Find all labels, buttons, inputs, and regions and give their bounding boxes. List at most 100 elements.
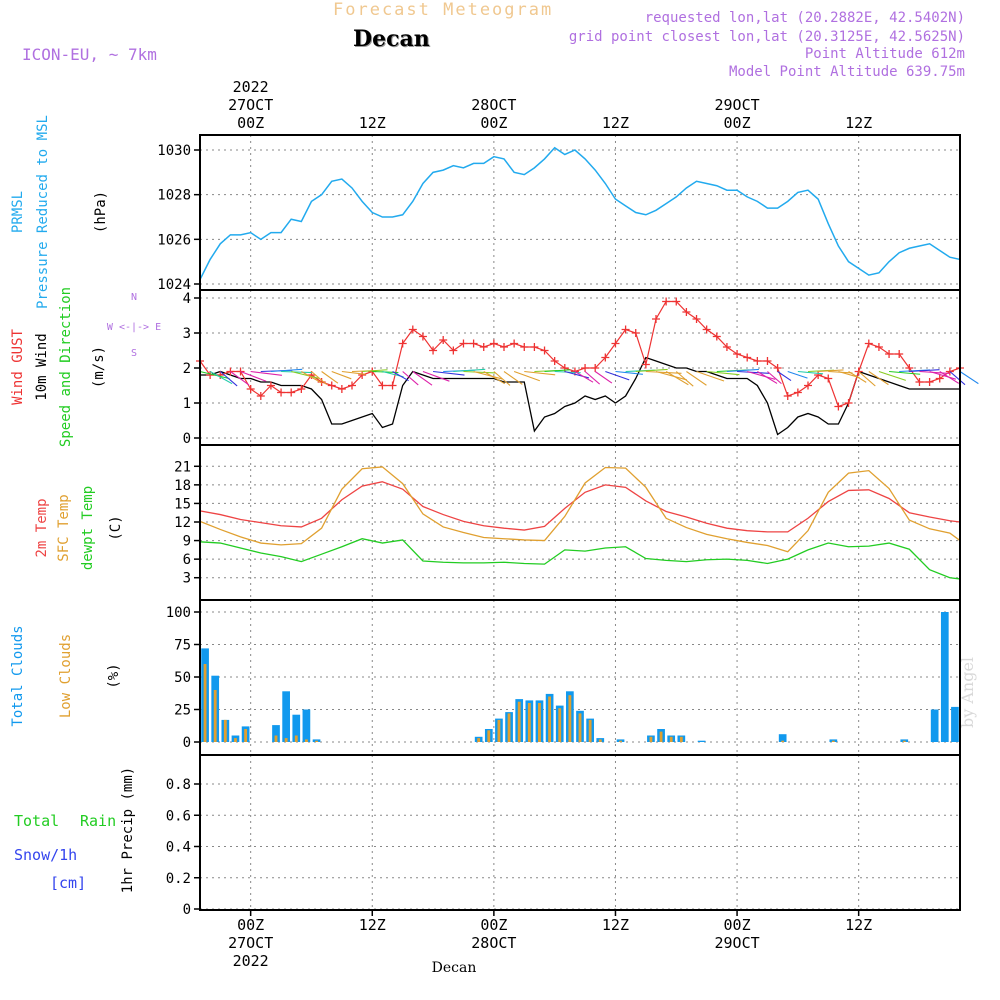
gust-marker <box>733 350 742 358</box>
low-cloud-bar <box>497 719 501 742</box>
clouds-label-low: Low Clouds <box>58 634 74 718</box>
y-tick-label: 0.4 <box>166 840 191 856</box>
bottom-date-label: 28OCT <box>471 934 516 952</box>
low-cloud-bar <box>538 703 541 742</box>
gust-marker <box>408 325 417 334</box>
gust-marker <box>885 350 894 358</box>
wind-direction-arrow <box>665 371 689 386</box>
gridpoint-coords: grid point closest lon,lat (20.3125E, 42… <box>568 29 965 45</box>
clouds-label-total: Total Clouds <box>10 625 26 726</box>
gust-marker <box>550 357 559 365</box>
temp-label-sfc: SFC Temp <box>56 494 72 561</box>
y-tick-label: 4 <box>183 291 191 307</box>
wind-direction-arrow <box>959 371 979 385</box>
low-cloud-bar <box>244 729 248 742</box>
wind-direction-arrow <box>726 368 759 373</box>
gust-marker <box>682 308 691 316</box>
y-tick-label: 0.2 <box>166 871 191 887</box>
temp-label-2m: 2m Temp <box>34 498 50 557</box>
gust-marker <box>621 325 630 334</box>
gust-marker <box>429 346 438 355</box>
temp-label-dewpt: dewpt Temp <box>80 486 96 570</box>
total-cloud-bar <box>940 612 949 742</box>
precip-label-total: Total <box>14 812 59 830</box>
wind-label-direction: Speed and Direction <box>58 287 74 447</box>
top-date-label: 28OCT <box>471 96 516 114</box>
pressure-label-desc: Pressure Reduced to MSL <box>35 115 51 309</box>
wind-direction-arrow <box>230 371 250 386</box>
wind-direction-arrow <box>686 371 707 386</box>
wind-direction-arrow <box>473 370 503 380</box>
wind-direction-arrow <box>513 370 540 382</box>
wind-direction-arrow <box>635 368 668 373</box>
compass-south: S <box>131 348 137 359</box>
wind-direction-arrow <box>281 370 313 374</box>
total-cloud-bar <box>282 691 290 742</box>
wind-direction-arrow <box>544 369 570 373</box>
gust-marker <box>611 339 620 348</box>
low-cloud-bar <box>578 713 582 742</box>
top-year-label: 2022 <box>233 78 269 96</box>
total-cloud-bar <box>778 734 787 742</box>
y-tick-label: 3 <box>183 326 191 342</box>
bottom-time-tick: 12Z <box>359 916 386 934</box>
temp-unit: (C) <box>108 515 124 540</box>
y-tick-label: 12 <box>174 515 191 531</box>
low-cloud-bar <box>507 713 511 742</box>
wind-direction-arrow <box>848 371 867 383</box>
gust-marker <box>834 402 843 411</box>
wind-direction-arrow <box>818 369 844 373</box>
wind-direction-arrow <box>675 371 694 387</box>
wind-direction-arrow <box>321 371 339 384</box>
total-cloud-bar <box>697 740 706 742</box>
wind-direction-arrow <box>199 370 230 380</box>
wind-direction-arrow <box>574 371 594 383</box>
wind-direction-arrow <box>362 369 388 373</box>
wind-direction-arrow <box>878 370 906 381</box>
gust-marker <box>864 339 873 348</box>
wind-label-gust: Wind GUST <box>10 329 26 405</box>
y-tick-label: 0 <box>183 902 191 918</box>
gust-marker <box>449 346 458 355</box>
wind-direction-arrow <box>584 371 601 385</box>
gust-marker <box>500 343 508 351</box>
gust-marker <box>520 343 529 351</box>
low-cloud-bar <box>477 738 481 742</box>
requested-coords: requested lon,lat (20.2882E, 42.5402N) <box>644 10 965 26</box>
gust-marker <box>287 388 296 397</box>
wind-direction-arrow <box>240 370 267 382</box>
precip-panel-frame <box>199 754 961 911</box>
wind-direction-arrow <box>757 371 778 384</box>
gust-marker <box>824 374 833 383</box>
wind-direction-arrow <box>433 370 465 376</box>
bottom-time-tick: 12Z <box>845 916 872 934</box>
wind-direction-arrow <box>331 370 352 380</box>
station-name: Decan <box>353 26 430 52</box>
wind-direction-arrow <box>767 371 782 385</box>
low-cloud-bar <box>588 719 592 742</box>
wind-direction-arrow <box>392 371 409 382</box>
wind-direction-arrow <box>868 371 889 386</box>
pressure-unit: (hPa) <box>93 191 109 233</box>
y-tick-label: 21 <box>174 459 191 475</box>
gust-marker <box>540 346 549 355</box>
bottom-time-tick: 00Z <box>480 916 507 934</box>
gust-marker <box>378 381 387 390</box>
temp-sfc-line <box>199 466 961 553</box>
bottom-time-tick: 00Z <box>237 916 264 934</box>
low-cloud-bar <box>315 740 318 742</box>
wind-direction-arrow <box>524 370 556 376</box>
top-time-tick: 00Z <box>480 114 507 132</box>
bottom-date-label: 29OCT <box>714 934 759 952</box>
gust-marker <box>672 297 681 306</box>
model-altitude: Model Point Altitude 639.75m <box>728 64 965 80</box>
temp-2m-line <box>199 481 961 533</box>
wind-direction-arrow <box>787 370 808 379</box>
precip-unit: 1hr Precip (mm) <box>120 767 136 893</box>
wind-direction-arrow <box>422 370 450 382</box>
y-tick-label: 100 <box>166 605 191 621</box>
total-cloud-bar <box>951 706 959 742</box>
low-cloud-bar <box>619 740 622 742</box>
gust-marker <box>631 329 640 337</box>
gust-marker <box>601 353 610 362</box>
